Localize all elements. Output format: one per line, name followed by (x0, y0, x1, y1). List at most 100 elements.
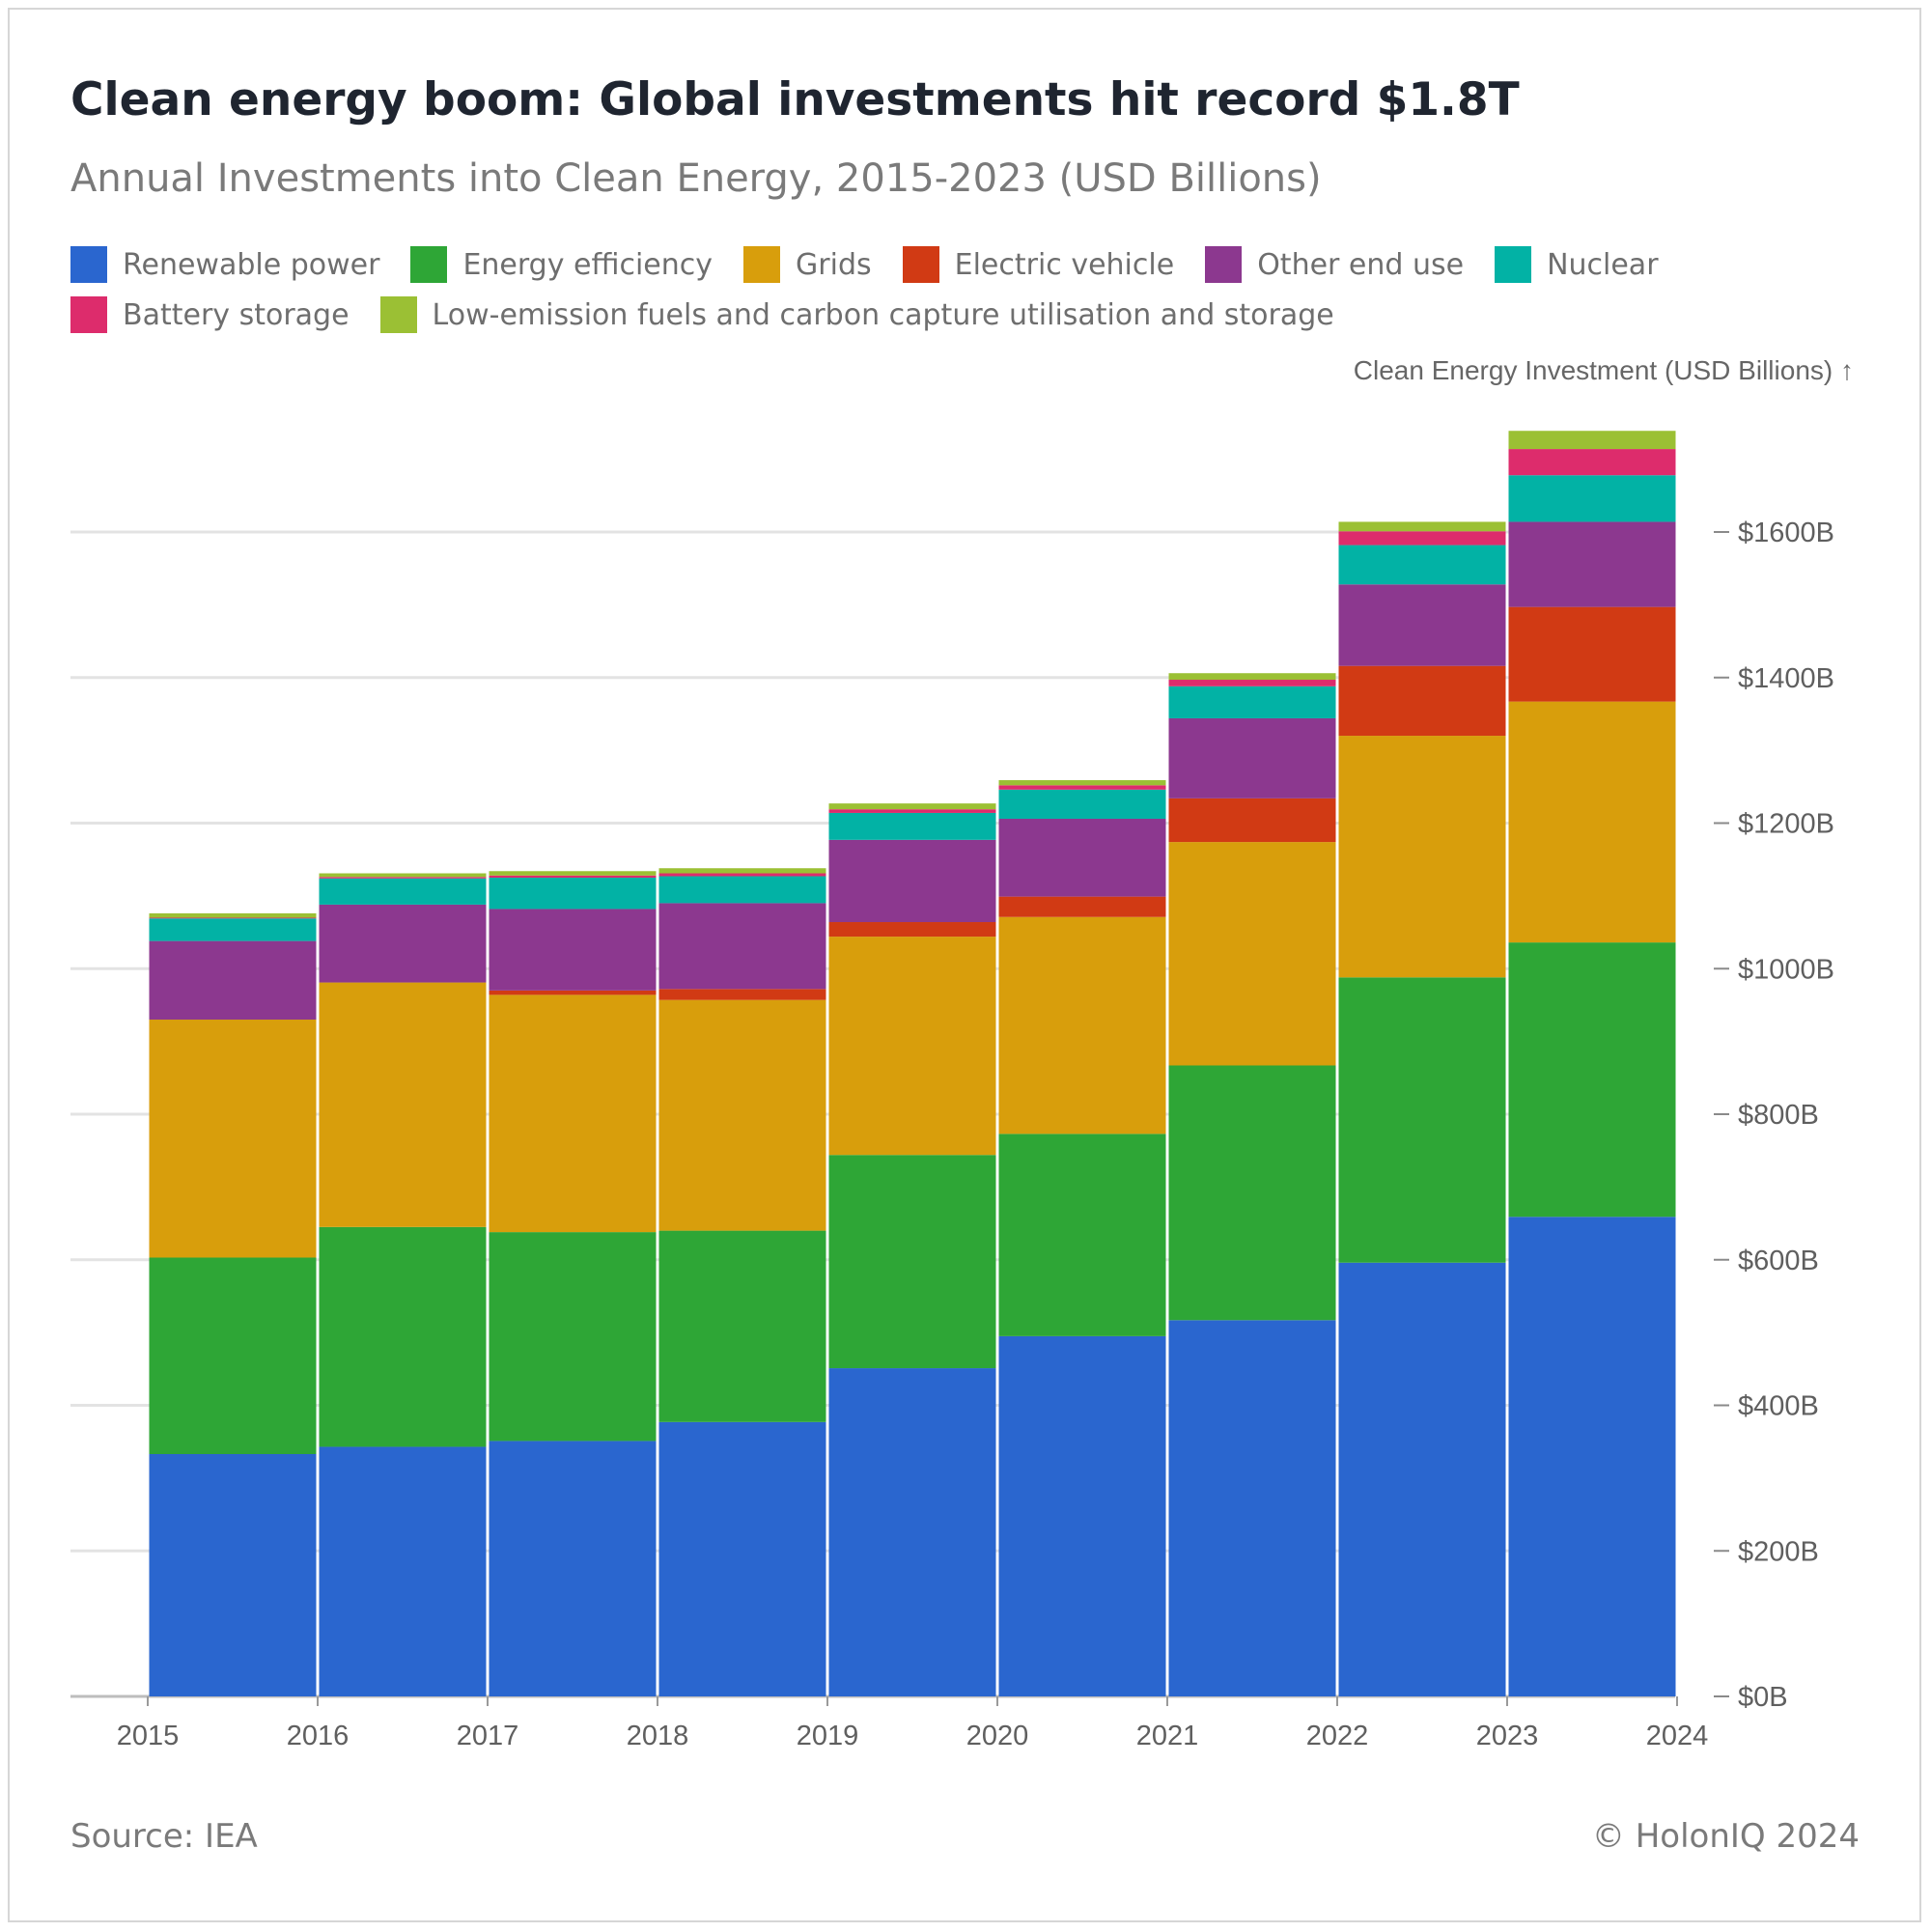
y-tick-label: $800B (1738, 1100, 1819, 1131)
bar-segment-low-emission-fuels-and-carbon-capture-utilisation-and-storage-2020 (998, 780, 1166, 786)
bar-segment-renewable-power-2018 (658, 1421, 826, 1696)
bar-segment-electric-vehicle-2021 (1168, 798, 1336, 843)
bar-segment-grids-2019 (828, 937, 996, 1156)
x-tick-label: 2017 (457, 1721, 519, 1751)
legend-item-electric-vehicle[interactable]: Electric vehicle (902, 246, 1175, 283)
bar-segment-electric-vehicle-2017 (489, 990, 657, 995)
bar-segment-electric-vehicle-2019 (828, 922, 996, 938)
legend-label: Renewable power (123, 247, 380, 282)
legend-label: Grids (796, 247, 872, 282)
legend-item-low-emission-fuels[interactable]: Low-emission fuels and carbon capture ut… (379, 296, 1334, 333)
legend-swatch-nuclear (1495, 246, 1532, 283)
bar-segment-grids-2021 (1168, 842, 1336, 1066)
bar-segment-battery-storage-2019 (828, 809, 996, 813)
bar-segment-nuclear-2017 (489, 878, 657, 910)
bar-segment-renewable-power-2022 (1338, 1262, 1506, 1696)
chart-frame (8, 8, 1921, 1922)
legend-row-1: Renewable power Energy efficiency Grids … (70, 239, 1866, 290)
bar-segment-renewable-power-2019 (828, 1368, 996, 1696)
bar-segment-grids-2022 (1338, 736, 1506, 978)
x-tick-label: 2018 (627, 1721, 689, 1751)
legend-label: Energy efficiency (462, 247, 714, 282)
bar-segment-grids-2020 (998, 916, 1166, 1134)
bar-segment-other-end-use-2023 (1508, 521, 1676, 607)
chart-title: Clean energy boom: Global investments hi… (70, 73, 1520, 126)
bar-segment-low-emission-fuels-and-carbon-capture-utilisation-and-storage-2017 (489, 871, 657, 876)
y-tick-label: $1000B (1738, 954, 1834, 985)
x-tick-label: 2019 (797, 1721, 859, 1751)
legend-swatch-low-emission-fuels (379, 296, 417, 333)
x-tick-label: 2020 (966, 1721, 1029, 1751)
bar-segment-other-end-use-2018 (658, 903, 826, 990)
legend-label: Battery storage (123, 297, 350, 332)
bar-segment-other-end-use-2016 (319, 904, 487, 983)
bar-segment-renewable-power-2023 (1508, 1217, 1676, 1696)
bar-segment-renewable-power-2016 (319, 1446, 487, 1696)
bar-segment-energy-efficiency-2023 (1508, 942, 1676, 1218)
legend-swatch-battery-storage (70, 296, 107, 333)
bar-segment-energy-efficiency-2017 (489, 1232, 657, 1442)
legend-label: Other end use (1257, 247, 1465, 282)
bar-segment-battery-storage-2021 (1168, 680, 1336, 686)
bar-segment-nuclear-2015 (149, 918, 317, 941)
bar-segment-energy-efficiency-2021 (1168, 1065, 1336, 1321)
legend-swatch-other-end-use (1205, 246, 1243, 283)
bar-segment-other-end-use-2022 (1338, 584, 1506, 666)
y-tick-label: $1600B (1738, 518, 1834, 548)
bar-segment-electric-vehicle-2023 (1508, 606, 1676, 702)
bar-segment-nuclear-2022 (1338, 545, 1506, 585)
legend-item-grids[interactable]: Grids (743, 246, 872, 283)
bar-segment-low-emission-fuels-and-carbon-capture-utilisation-and-storage-2019 (828, 803, 996, 810)
bar-segment-energy-efficiency-2020 (998, 1134, 1166, 1336)
x-tick-label: 2023 (1476, 1721, 1539, 1751)
bar-segment-nuclear-2023 (1508, 475, 1676, 522)
bar-segment-electric-vehicle-2022 (1338, 665, 1506, 737)
legend-swatch-energy-efficiency (410, 246, 448, 283)
legend-label: Low-emission fuels and carbon capture ut… (432, 297, 1334, 332)
bar-segment-energy-efficiency-2019 (828, 1155, 996, 1369)
legend-item-nuclear[interactable]: Nuclear (1495, 246, 1659, 283)
bar-segment-battery-storage-2023 (1508, 449, 1676, 476)
bar-segment-low-emission-fuels-and-carbon-capture-utilisation-and-storage-2015 (149, 912, 317, 918)
legend-swatch-renewable-power (70, 246, 107, 283)
bar-segment-electric-vehicle-2018 (658, 989, 826, 1000)
bar-segment-renewable-power-2021 (1168, 1320, 1336, 1696)
bar-segment-renewable-power-2017 (489, 1441, 657, 1696)
bar-segment-electric-vehicle-2020 (998, 896, 1166, 917)
bar-segment-nuclear-2020 (998, 789, 1166, 819)
bar-segment-grids-2017 (489, 994, 657, 1233)
y-axis-label: Clean Energy Investment (USD Billions) ↑ (1353, 355, 1854, 385)
y-tick-label: $400B (1738, 1391, 1819, 1422)
legend-label: Electric vehicle (954, 247, 1175, 282)
legend-label: Nuclear (1547, 247, 1659, 282)
legend-item-battery-storage[interactable]: Battery storage (70, 296, 350, 333)
bar-segment-battery-storage-2016 (319, 877, 487, 879)
bar-segment-nuclear-2018 (658, 876, 826, 904)
x-tick-label: 2022 (1306, 1721, 1369, 1751)
bar-segment-energy-efficiency-2022 (1338, 977, 1506, 1263)
chart-subtitle: Annual Investments into Clean Energy, 20… (70, 156, 1322, 201)
bar-segment-battery-storage-2022 (1338, 531, 1506, 546)
bar-segment-nuclear-2021 (1168, 686, 1336, 718)
x-tick-label: 2015 (117, 1721, 180, 1751)
bar-segment-other-end-use-2017 (489, 909, 657, 991)
y-tick-label: $0B (1738, 1682, 1788, 1713)
bar-segment-low-emission-fuels-and-carbon-capture-utilisation-and-storage-2023 (1508, 431, 1676, 450)
bar-segment-energy-efficiency-2015 (149, 1257, 317, 1455)
bar-segment-low-emission-fuels-and-carbon-capture-utilisation-and-storage-2016 (319, 873, 487, 878)
y-tick-label: $1400B (1738, 663, 1834, 694)
bar-segment-battery-storage-2015 (149, 917, 317, 919)
bar-segment-low-emission-fuels-and-carbon-capture-utilisation-and-storage-2018 (658, 868, 826, 874)
bar-segment-low-emission-fuels-and-carbon-capture-utilisation-and-storage-2022 (1338, 521, 1506, 532)
legend-item-energy-efficiency[interactable]: Energy efficiency (410, 246, 713, 283)
legend-item-other-end-use[interactable]: Other end use (1205, 246, 1464, 283)
y-tick-label: $200B (1738, 1536, 1819, 1567)
bar-segment-grids-2023 (1508, 701, 1676, 943)
bar-segment-nuclear-2016 (319, 878, 487, 905)
legend-row-2: Battery storage Low-emission fuels and c… (70, 290, 1866, 340)
bar-segment-grids-2018 (658, 999, 826, 1231)
legend-item-renewable-power[interactable]: Renewable power (70, 246, 379, 283)
copyright-note: © HolonIQ 2024 (1591, 1817, 1860, 1856)
bar-segment-low-emission-fuels-and-carbon-capture-utilisation-and-storage-2021 (1168, 673, 1336, 681)
